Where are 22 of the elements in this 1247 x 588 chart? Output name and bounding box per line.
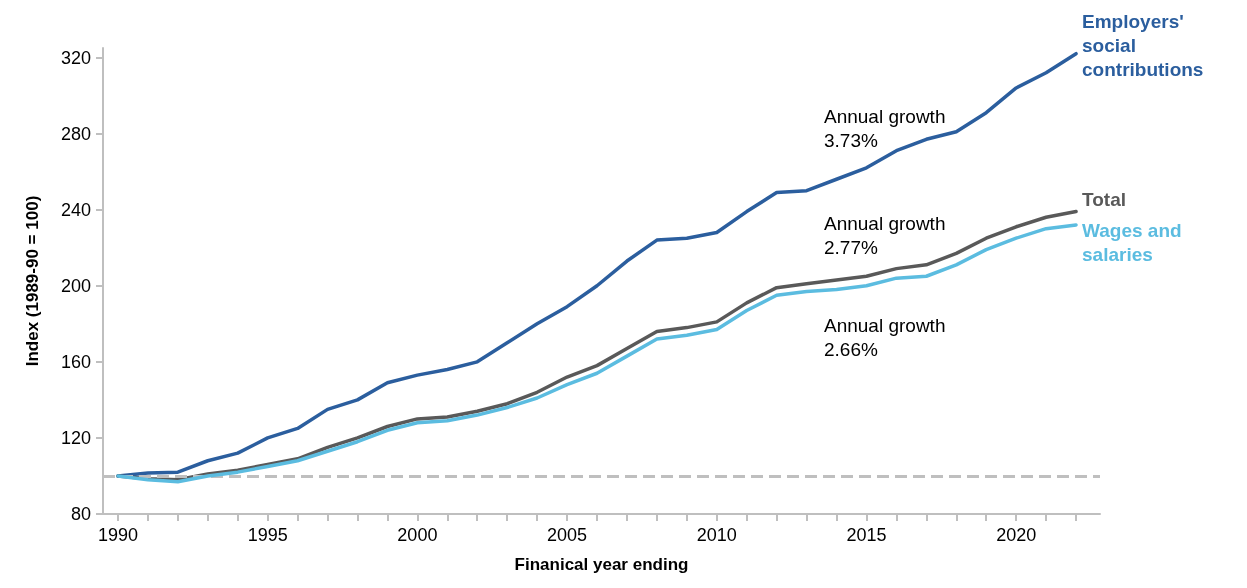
annotation: Annual growth 2.66% [824,314,946,360]
x-tick-label: 2010 [696,525,737,545]
y-tick-label: 80 [70,504,91,524]
y-tick-label: 280 [60,123,91,144]
x-tick-label: 2005 [547,525,588,545]
y-tick-label: 160 [60,351,91,372]
x-tick-label: 2000 [397,525,438,545]
x-tick-label: 2020 [996,525,1037,545]
annotation: Annual growth 2.77% [824,212,946,258]
series-label: Total [1082,189,1127,211]
y-tick-label: 120 [60,427,91,448]
x-tick-label: 2015 [846,525,887,545]
x-tick-label: 1990 [97,525,138,545]
y-tick-label: 200 [60,275,91,296]
x-tick-label: 1995 [247,525,288,545]
y-tick-label: 240 [60,199,91,220]
annotation: Annual growth 3.73% [824,105,946,151]
y-tick-label: 320 [60,47,91,68]
series-label: Employers' social contributions [1082,11,1204,81]
x-axis-title: Finanical year ending [514,555,689,574]
series-label: Wages and salaries [1082,220,1187,266]
y-axis-title: Index (1989-90 = 100) [23,195,42,367]
